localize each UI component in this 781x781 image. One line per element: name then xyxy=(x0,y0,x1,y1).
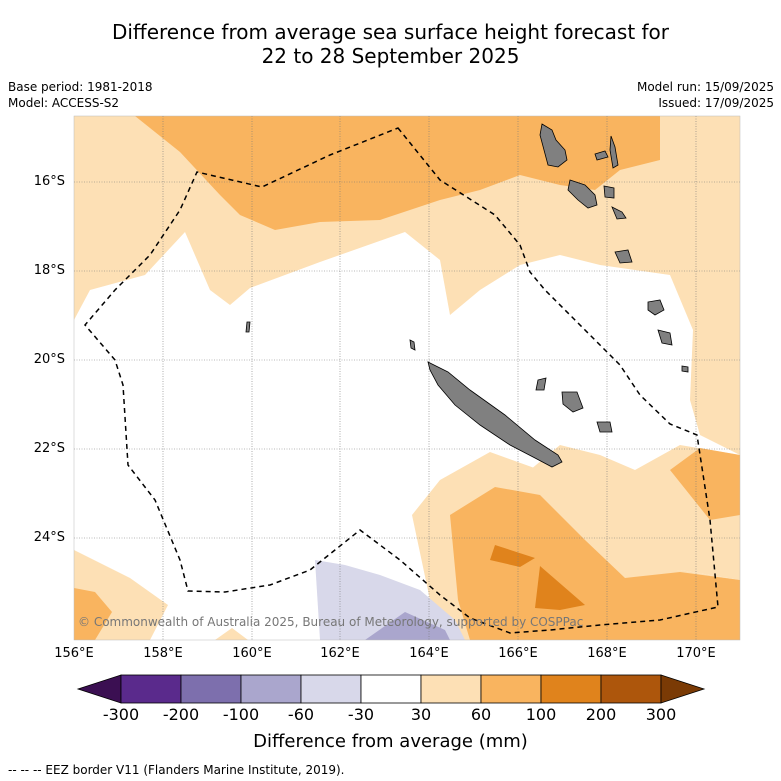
colorbar-tick: -30 xyxy=(347,705,375,724)
lat-tick: 20°S xyxy=(33,352,65,367)
map-frame xyxy=(73,115,741,641)
lon-tick: 170°E xyxy=(676,646,716,661)
loyalty-island xyxy=(596,421,613,433)
new-caledonia-island xyxy=(427,361,563,468)
colorbar-tick: 30 xyxy=(410,705,432,724)
land-masses xyxy=(245,123,689,468)
lon-tick: 158°E xyxy=(143,646,183,661)
vanuatu-island xyxy=(594,150,609,161)
colorbar-tick: 200 xyxy=(585,705,617,724)
vanuatu-island xyxy=(614,249,633,264)
contour-60-100 xyxy=(135,116,660,230)
contour-neg-60-100 xyxy=(365,612,450,640)
contour-100-200 xyxy=(490,545,535,567)
colorbar-segment xyxy=(420,674,482,704)
colorbar-tick: -60 xyxy=(287,705,315,724)
island xyxy=(681,365,689,373)
lon-tick: 156°E xyxy=(54,646,94,661)
graticule xyxy=(74,116,740,640)
vanuatu-island xyxy=(539,123,568,168)
issued-date: Issued: 17/09/2025 xyxy=(658,96,774,110)
colorbar-tick: -200 xyxy=(162,705,200,724)
vanuatu-island xyxy=(611,206,627,220)
copyright-notice: © Commonwealth of Australia 2025, Bureau… xyxy=(78,615,583,629)
vanuatu-island xyxy=(609,135,619,169)
island xyxy=(657,329,673,346)
lat-tick: 22°S xyxy=(33,441,65,456)
colorbar-segment xyxy=(120,674,182,704)
colorbar-segment xyxy=(600,674,662,704)
map-area xyxy=(74,116,740,640)
colorbar-segment xyxy=(300,674,362,704)
vanuatu-island xyxy=(603,185,615,199)
colorbar-tick: 300 xyxy=(645,705,677,724)
colorbar-segment xyxy=(76,674,122,704)
island xyxy=(647,299,665,316)
colorbar-tick: -300 xyxy=(102,705,140,724)
model-name: Model: ACCESS-S2 xyxy=(8,96,120,110)
contour-60-100 xyxy=(670,448,740,520)
map-title-line1: Difference from average sea surface heig… xyxy=(111,20,670,44)
loyalty-island xyxy=(535,377,547,391)
lon-tick: 162°E xyxy=(320,646,360,661)
colorbar-segment xyxy=(480,674,542,704)
model-run: Model run: 15/09/2025 xyxy=(636,80,774,94)
contour-neg-30-60 xyxy=(315,560,465,640)
lat-tick: 18°S xyxy=(33,263,65,278)
colorbar-segment xyxy=(660,674,706,704)
lon-tick: 164°E xyxy=(409,646,449,661)
map-title-line2: 22 to 28 September 2025 xyxy=(261,44,520,68)
lat-tick: 24°S xyxy=(33,530,65,545)
colorbar-tick: 100 xyxy=(525,705,557,724)
island xyxy=(245,321,251,333)
lon-tick: 166°E xyxy=(498,646,538,661)
colorbar-segment xyxy=(540,674,602,704)
contour-60-100 xyxy=(74,588,112,640)
colorbar-label: Difference from average (mm) xyxy=(253,731,528,752)
contour-30-60 xyxy=(215,628,248,640)
eez-border xyxy=(84,127,719,634)
lat-tick: 16°S xyxy=(33,174,65,189)
lon-tick: 160°E xyxy=(232,646,272,661)
island xyxy=(409,339,416,351)
lon-tick: 168°E xyxy=(587,646,627,661)
colorbar-segment xyxy=(180,674,242,704)
colorbar-tick: 60 xyxy=(470,705,492,724)
contour-100-200 xyxy=(535,566,585,610)
colorbar-segment xyxy=(240,674,302,704)
eez-footnote: -- -- -- EEZ border V11 (Flanders Marine… xyxy=(8,763,345,777)
colorbar-tick: -100 xyxy=(222,705,260,724)
vanuatu-island xyxy=(567,179,598,209)
colorbar-segment xyxy=(360,674,422,704)
base-period: Base period: 1981-2018 xyxy=(8,80,153,94)
colorbar xyxy=(76,674,706,704)
contour-60-100 xyxy=(450,487,740,640)
loyalty-island xyxy=(561,391,584,413)
